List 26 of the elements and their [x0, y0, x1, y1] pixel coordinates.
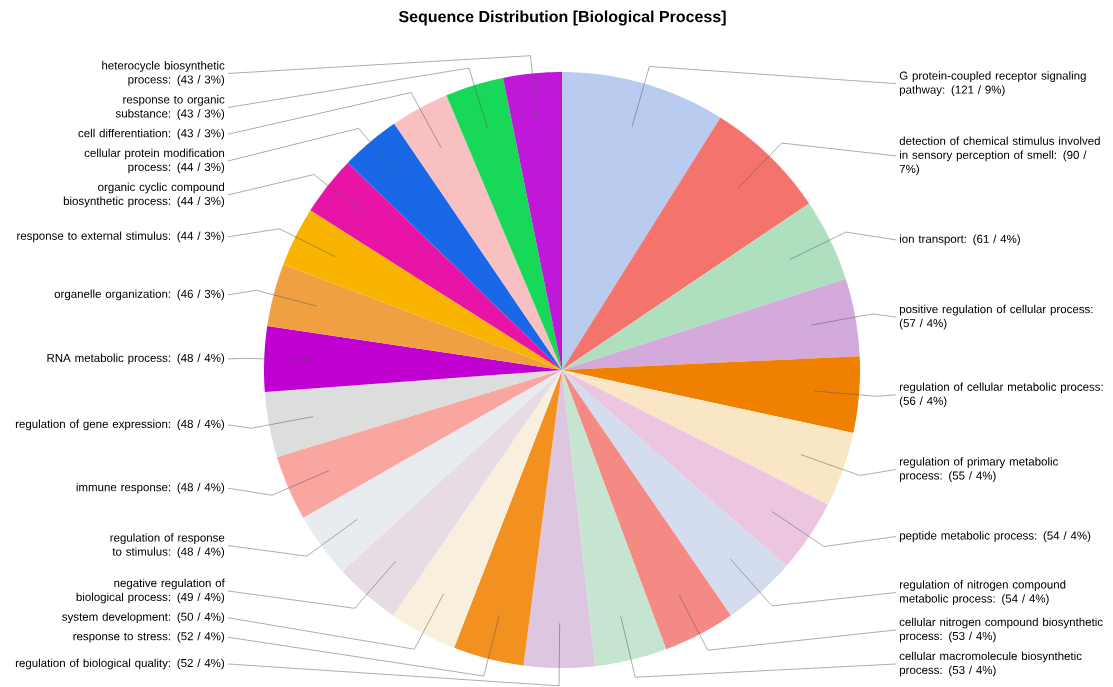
slice-label: regulation of cellular metabolic process: (56 / 4%) [899, 382, 1103, 408]
slice-label: regulation of biological quality: (52 / 4%) [15, 658, 225, 670]
slice-label: cellular protein modification process: (44 / 3%) [84, 148, 225, 174]
slice-label: regulation of response to stimulus: (48 / 4%) [110, 533, 225, 558]
slice-label: response to external stimulus: (44 / 3%) [17, 231, 225, 243]
slice-label: G protein-coupled receptor signaling pathway: (121 / 9%) [899, 71, 1086, 96]
slice-label: response to organic substance: (43 / 3%) [115, 95, 225, 120]
slice-label: negative regulation of biological process: (49 / 4%) [76, 578, 225, 604]
slice-label: peptide metabolic process: (54 / 4%) [899, 531, 1091, 542]
slice-label: cellular nitrogen compound biosynthetic process: (53 / 4%) [899, 617, 1103, 643]
slice-label: ion transport: (61 / 4%) [899, 234, 1020, 246]
slice-label: system development: (50 / 4%) [62, 612, 225, 624]
slice-label: response to stress: (52 / 4%) [73, 631, 225, 643]
slice-label: cellular macromolecule biosynthetic process: (53 / 4%) [899, 651, 1082, 677]
slice-label: regulation of primary metabolic process: (55 / 4%) [899, 457, 1059, 482]
slice-label: regulation of gene expression: (48 / 4%) [15, 419, 225, 431]
slice-label: regulation of nitrogen compound metabolic process: (54 / 4%) [899, 580, 1066, 605]
slice-label: heterocycle biosynthetic process: (43 / 3%) [102, 61, 225, 86]
slice-label: organelle organization: (46 / 3%) [54, 289, 225, 301]
slice-label: RNA metabolic process: (48 / 4%) [47, 353, 225, 365]
slice-label: immune response: (48 / 4%) [76, 482, 225, 494]
slice-label: cell differentiation: (43 / 3%) [78, 128, 225, 140]
slice-label: organic cyclic compound biosynthetic process: (44 / 3%) [63, 182, 225, 208]
chart-title: Sequence Distribution [Biological Process] [398, 10, 726, 26]
slice-label: detection of chemical stimulus involved in sensory perception of smell: (90 / 7%) [899, 136, 1100, 176]
slice-label: positive regulation of cellular process: (57 / 4%) [899, 304, 1093, 330]
